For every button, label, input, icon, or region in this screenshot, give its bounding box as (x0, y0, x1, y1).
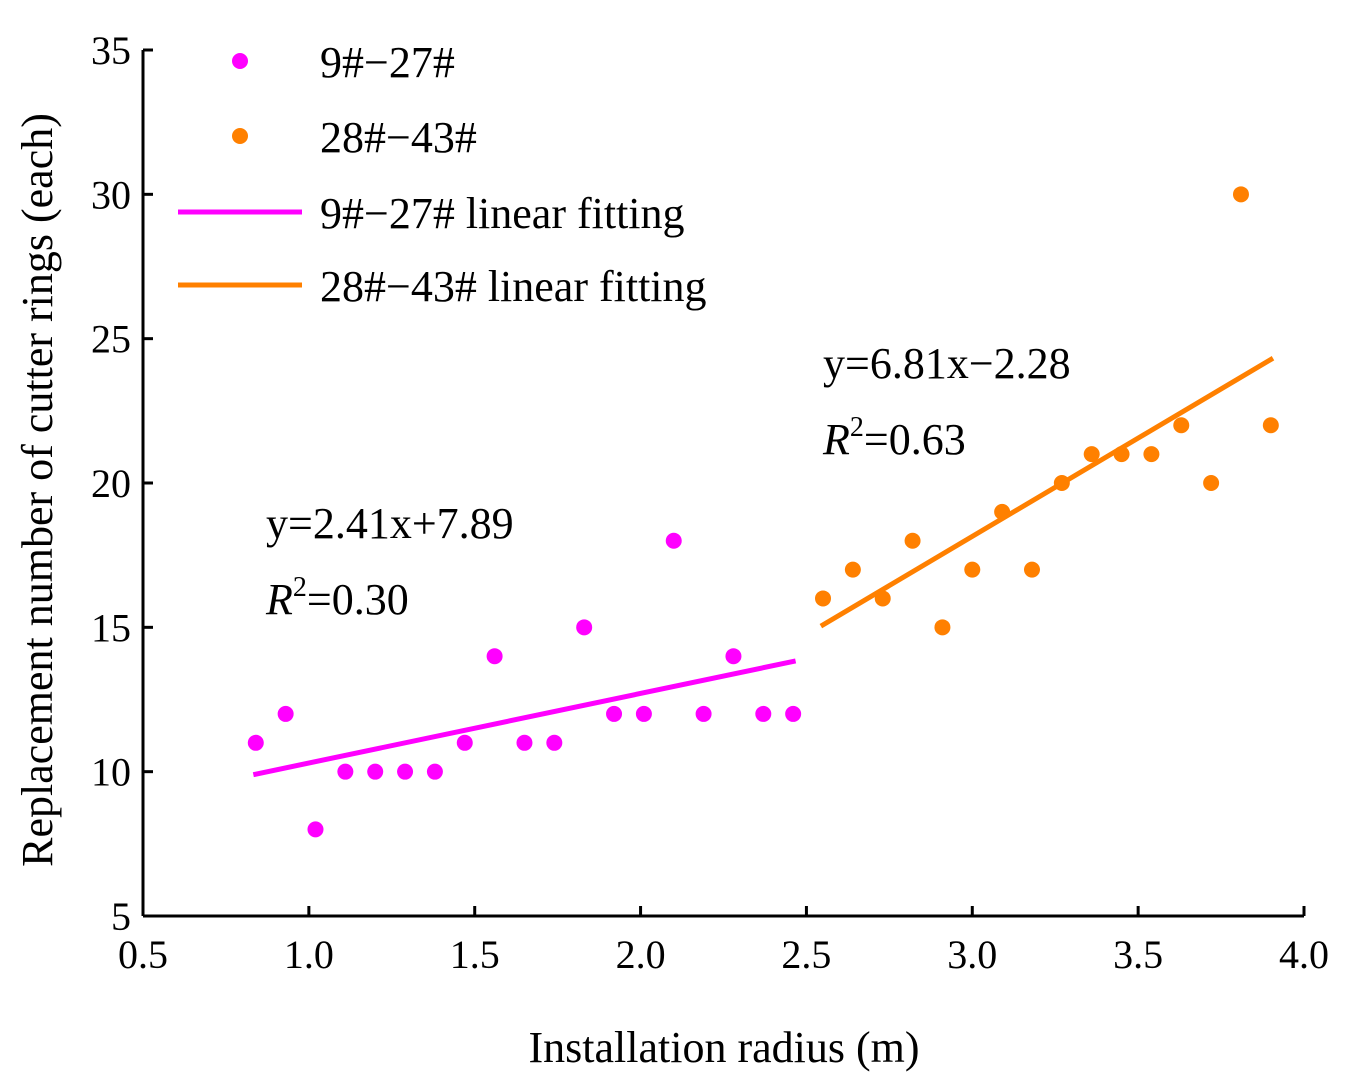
y-tick-label: 30 (91, 172, 131, 217)
data-point-series-2 (1232, 186, 1249, 203)
data-point-series-1 (635, 705, 652, 722)
data-point-series-1 (606, 705, 623, 722)
legend-label-fit-2: 28#−43# linear fitting (320, 262, 707, 311)
fit-line-2 (819, 356, 1275, 629)
y-tick-label: 15 (91, 605, 131, 650)
data-point-series-1 (426, 763, 443, 780)
y-tick-label: 10 (91, 750, 131, 795)
data-point-series-1 (456, 734, 473, 751)
y-tick-label: 35 (91, 28, 131, 73)
fit-2-equation: y=6.81x−2.28 (823, 339, 1071, 388)
fit-1-equation: y=2.41x+7.89 (266, 499, 514, 548)
data-point-series-2 (1203, 475, 1220, 491)
data-point-series-1 (367, 763, 384, 780)
annotation-fit-1: y=2.41x+7.89 R2=0.30 (265, 499, 514, 624)
fit-1-r2-value: =0.30 (307, 575, 409, 624)
y-tick-label: 5 (111, 894, 131, 939)
axes: 0.5 1.0 1.5 2.0 2.5 3.0 3.5 4.0 5 10 15 20 25 30 35 (91, 28, 1329, 977)
data-point-series-1 (785, 705, 802, 722)
data-point-series-2 (1113, 446, 1130, 463)
fit-2-r2-value: =0.63 (864, 415, 966, 464)
fit-1-r2-symbol: R (265, 575, 293, 624)
data-point-series-1 (397, 763, 414, 780)
data-point-series-1 (725, 648, 742, 665)
data-point-series-2 (815, 590, 832, 607)
data-point-series-1 (576, 619, 593, 636)
data-point-series-1 (486, 648, 503, 665)
x-tick-label: 2.5 (781, 932, 831, 977)
data-point-series-1 (665, 532, 682, 549)
data-point-series-1 (516, 734, 533, 751)
fit-2-r2-symbol: R (822, 415, 850, 464)
legend-marker-series-2 (232, 128, 248, 144)
fit-2-r2: R2=0.63 (822, 412, 966, 464)
x-axis-title: Installation radius (m) (528, 1023, 919, 1072)
y-tick-label: 25 (91, 317, 131, 362)
data-point-series-2 (1143, 446, 1160, 463)
fit-1-r2: R2=0.30 (265, 572, 409, 624)
x-tick-label: 4.0 (1279, 932, 1329, 977)
fit-line-1 (252, 658, 797, 778)
data-point-series-1 (695, 705, 712, 722)
data-point-series-2 (1262, 417, 1279, 434)
data-point-series-2 (904, 532, 921, 549)
data-point-series-1 (755, 705, 772, 722)
data-point-series-2 (964, 561, 981, 578)
data-point-series-2 (1083, 446, 1100, 463)
fit-lines (252, 356, 1275, 778)
fit-2-r2-power: 2 (850, 412, 864, 443)
x-tick-label: 1.5 (450, 932, 500, 977)
x-tick-label: 0.5 (118, 932, 168, 977)
legend-label-series-2: 28#−43# (320, 113, 477, 162)
data-point-series-2 (874, 590, 891, 607)
data-point-series-2 (1173, 417, 1190, 434)
annotation-fit-2: y=6.81x−2.28 R2=0.63 (822, 339, 1071, 464)
legend-label-fit-1: 9#−27# linear fitting (320, 189, 685, 238)
data-point-series-2 (844, 561, 861, 578)
data-point-series-2 (994, 503, 1011, 520)
x-tick-label: 3.0 (947, 932, 997, 977)
data-point-series-1 (277, 705, 294, 722)
y-tick-label: 20 (91, 461, 131, 506)
data-point-series-1 (247, 734, 264, 751)
legend-label-series-1: 9#−27# (320, 38, 455, 87)
data-points (247, 186, 1279, 838)
x-tick-label: 2.0 (616, 932, 666, 977)
data-point-series-1 (307, 821, 324, 838)
fit-1-r2-power: 2 (293, 572, 307, 603)
data-point-series-2 (1023, 561, 1040, 578)
y-axis-title: Replacement number of cutter rings (each… (13, 113, 62, 867)
x-tick-label: 1.0 (284, 932, 334, 977)
data-point-series-2 (934, 619, 951, 636)
legend-marker-series-1 (232, 53, 248, 69)
data-point-series-1 (337, 763, 354, 780)
data-point-series-1 (546, 734, 563, 751)
data-point-series-2 (1053, 475, 1070, 491)
legend: 9#−27# 28#−43# 9#−27# linear fitting 28#… (178, 38, 707, 311)
x-tick-label: 3.5 (1113, 932, 1163, 977)
